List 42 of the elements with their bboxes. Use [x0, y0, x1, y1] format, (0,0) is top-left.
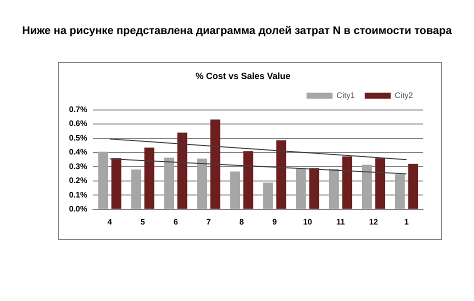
bar [309, 168, 320, 209]
bar [329, 168, 339, 209]
bar [243, 151, 254, 209]
bar [408, 164, 418, 209]
x-tick-label: 10 [303, 217, 313, 226]
bar [177, 132, 188, 209]
bar [296, 168, 306, 209]
y-tick-label: 0.0% [69, 204, 88, 214]
y-tick-label: 0.4% [69, 148, 88, 157]
bar [342, 156, 352, 209]
x-tick-label: 5 [140, 217, 146, 226]
legend-label: City2 [394, 91, 414, 100]
bar [144, 148, 154, 209]
bar [394, 174, 405, 209]
x-tick-label: 8 [239, 217, 244, 226]
bar [375, 158, 386, 209]
y-tick-label: 0.6% [69, 119, 88, 128]
bar [111, 158, 122, 209]
x-tick-label: 7 [206, 217, 212, 226]
x-tick-label: 9 [272, 217, 278, 226]
y-tick-label: 0.7% [69, 105, 88, 114]
bar [131, 170, 142, 209]
bar [98, 152, 108, 209]
bar [362, 164, 372, 209]
y-tick-label: 0.3% [69, 162, 88, 171]
y-tick-label: 0.5% [69, 133, 88, 142]
y-tick-label: 0.2% [69, 176, 88, 186]
bar [197, 158, 208, 209]
x-tick-label: 4 [107, 217, 112, 226]
x-tick-label: 1 [404, 217, 410, 226]
text: Ниже на рисунке представлена диаграмма долей затрат N в стоимости товара [21, 25, 453, 37]
x-tick-label: 12 [369, 217, 379, 226]
chart-title: % Cost vs Sales Value [195, 70, 291, 81]
x-tick-label: 6 [173, 217, 178, 226]
legend-label: City1 [336, 91, 356, 100]
bar [230, 172, 240, 209]
bar [164, 158, 174, 209]
y-tick-label: 0.1% [69, 190, 88, 200]
x-tick-label: 11 [336, 217, 346, 226]
bar [276, 140, 286, 209]
bar [210, 119, 220, 209]
bar [263, 182, 273, 209]
